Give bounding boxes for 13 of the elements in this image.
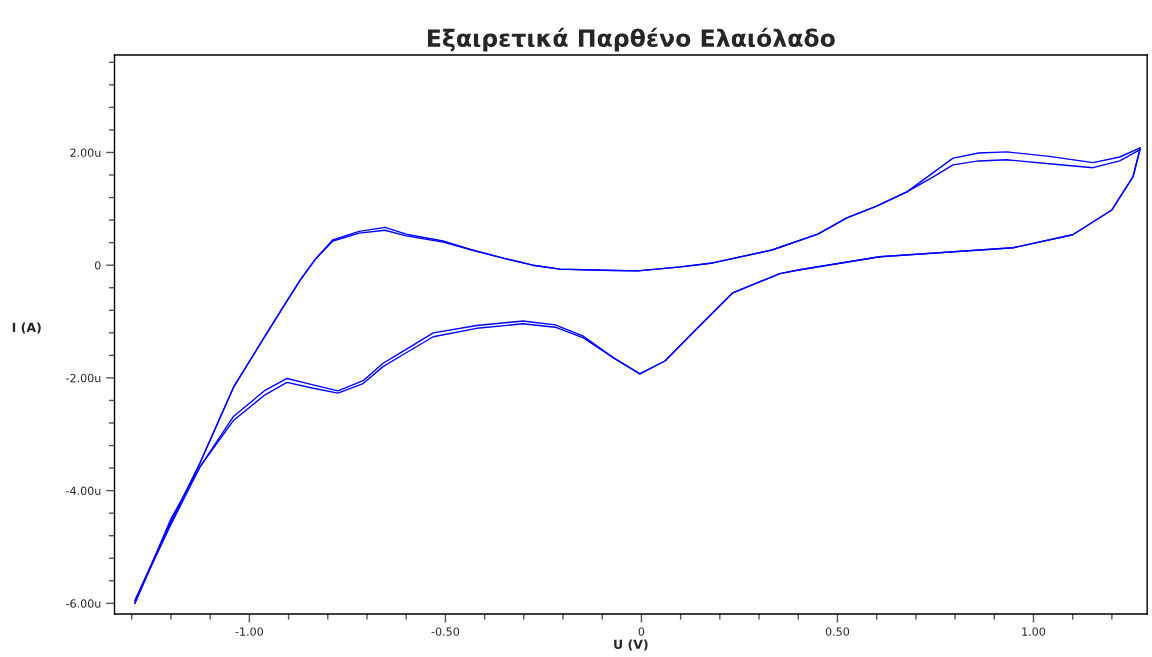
x-tick-label: 1.00 bbox=[1022, 627, 1046, 636]
chart-title: Εξαιρετικά Παρθένο Ελαιόλαδο bbox=[427, 27, 835, 52]
y-tick-label: -6.00u bbox=[66, 599, 101, 608]
y-tick-label: -2.00u bbox=[66, 373, 101, 383]
x-tick-label: -1.00 bbox=[235, 627, 264, 636]
x-tick-label: -0.50 bbox=[431, 627, 460, 636]
x-axis-title: U (V) bbox=[614, 639, 648, 651]
y-tick-label: 2.00u bbox=[70, 148, 101, 157]
y-tick-label: 0 bbox=[94, 261, 101, 270]
y-tick-label: -4.00u bbox=[66, 486, 101, 495]
x-tick-label: 0 bbox=[638, 627, 645, 636]
y-axis-title: I (A) bbox=[12, 322, 41, 334]
x-tick-label: 0.50 bbox=[825, 627, 850, 636]
